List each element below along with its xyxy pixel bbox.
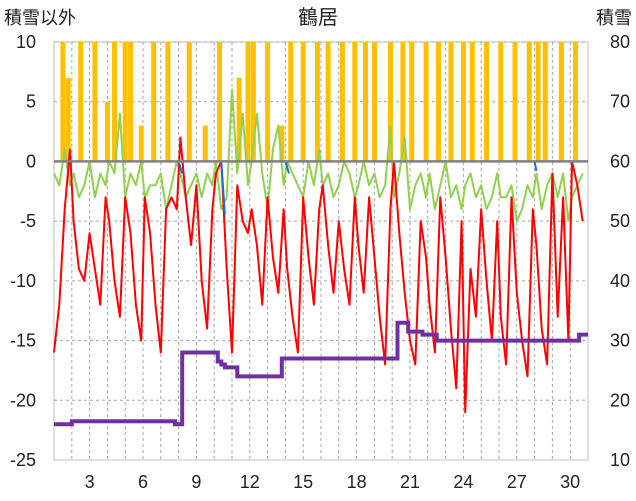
precipitation-bar <box>60 42 66 162</box>
chart-title: 鶴居 <box>298 6 338 29</box>
y-right-axis-label: 積雪 <box>596 8 632 28</box>
precipitation-bar <box>265 42 271 162</box>
y-left-tick-label: 5 <box>26 92 36 112</box>
precipitation-bar <box>435 42 441 162</box>
precipitation-bar <box>314 42 320 162</box>
y-left-tick-label: -15 <box>10 331 36 351</box>
precipitation-bar <box>448 42 454 162</box>
y-left-tick-label: -25 <box>10 450 36 470</box>
y-left-tick-label: -5 <box>20 211 36 231</box>
precipitation-bar <box>186 42 192 162</box>
x-tick-label: 27 <box>507 472 527 492</box>
precipitation-bar <box>498 42 504 162</box>
sunshine-series-line <box>177 161 184 174</box>
precipitation-bar <box>423 42 429 162</box>
y-left-tick-label: -20 <box>10 390 36 410</box>
x-tick-label: 6 <box>138 472 148 492</box>
precipitation-bar <box>92 42 98 162</box>
x-tick-label: 12 <box>240 472 260 492</box>
precipitation-bar <box>288 42 294 162</box>
y-left-tick-label: 10 <box>16 32 36 52</box>
sunshine-series-line <box>220 161 226 216</box>
y-right-tick-label: 40 <box>610 271 630 291</box>
precipitation-bar <box>573 42 579 162</box>
precipitation-bar <box>65 77 71 162</box>
y-left-tick-label: -10 <box>10 271 36 291</box>
precipitation-bar <box>250 42 256 162</box>
wind-series-line <box>53 88 584 223</box>
snow-depth-series-line <box>54 320 588 427</box>
x-tick-label: 30 <box>560 472 580 492</box>
precipitation-bar <box>325 42 331 162</box>
precipitation-bar <box>363 42 368 162</box>
precipitation-bar <box>535 42 541 162</box>
precipitation-bar <box>526 42 532 162</box>
precipitation-bar <box>236 77 242 162</box>
x-tick-label: 3 <box>85 472 95 492</box>
y-right-tick-label: 30 <box>610 331 630 351</box>
precipitation-bar <box>371 42 377 162</box>
sunshine-series-line <box>284 161 290 174</box>
precipitation-bar <box>279 125 285 162</box>
precipitation-bar <box>122 42 128 162</box>
precipitation-bar <box>128 42 134 162</box>
precipitation-bar <box>165 42 171 162</box>
precipitation-bar <box>558 42 564 162</box>
precipitation-bar <box>151 42 157 162</box>
x-tick-label: 21 <box>400 472 420 492</box>
precipitation-bar <box>300 42 306 162</box>
y-right-tick-label: 70 <box>610 92 630 112</box>
precipitation-bar <box>138 125 144 162</box>
precipitation-bar <box>78 42 84 162</box>
temperature-series-line <box>53 136 584 414</box>
plot-area: 10 80 5 70 0 60 -5 50 -10 40 -15 30 -20 20 -25 10 3 6 9 12 1… <box>10 32 630 492</box>
y-right-tick-label: 50 <box>610 211 630 231</box>
y-right-tick-label: 20 <box>610 390 630 410</box>
x-tick-label: 9 <box>191 472 201 492</box>
x-tick-label: 15 <box>293 472 313 492</box>
x-tick-label: 18 <box>347 472 367 492</box>
precipitation-bar <box>542 42 548 162</box>
y-right-tick-label: 60 <box>610 151 630 171</box>
precipitation-bar <box>112 42 118 162</box>
y-left-axis-label: 積雪以外 <box>4 8 76 28</box>
precipitation-bar <box>460 42 466 162</box>
precipitation-bar <box>217 42 223 162</box>
precipitation-bar <box>202 125 208 162</box>
precipitation-bar <box>484 42 490 162</box>
precipitation-bar <box>400 42 406 162</box>
precipitation-bar <box>512 42 518 162</box>
precipitation-bar <box>352 42 358 162</box>
y-right-tick-label: 10 <box>610 450 630 470</box>
precipitation-bar <box>104 101 110 162</box>
precipitation-bar <box>469 42 475 162</box>
precipitation-bar <box>387 42 393 162</box>
x-tick-label: 24 <box>453 472 473 492</box>
y-left-tick-label: 0 <box>26 151 36 171</box>
y-right-tick-label: 80 <box>610 32 630 52</box>
sunshine-series-line <box>533 161 538 172</box>
precipitation-bar <box>339 42 345 162</box>
precipitation-bar <box>409 42 415 162</box>
precipitation-bar <box>245 42 251 162</box>
